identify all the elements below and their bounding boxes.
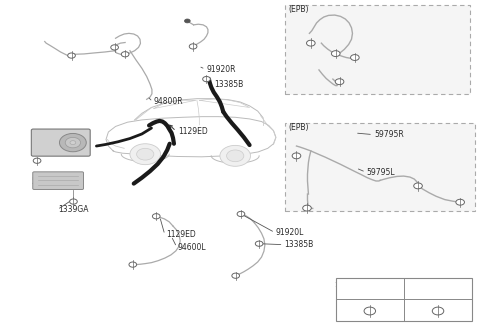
- Circle shape: [255, 241, 263, 246]
- Circle shape: [414, 183, 422, 189]
- Circle shape: [364, 307, 375, 315]
- Circle shape: [456, 199, 465, 205]
- Circle shape: [60, 133, 86, 152]
- FancyBboxPatch shape: [336, 278, 472, 321]
- Text: 1123GV: 1123GV: [334, 282, 362, 289]
- Circle shape: [189, 44, 197, 49]
- Text: 58910B: 58910B: [31, 142, 60, 151]
- Circle shape: [184, 19, 190, 23]
- Circle shape: [129, 262, 137, 267]
- FancyBboxPatch shape: [33, 172, 84, 190]
- Circle shape: [121, 51, 129, 57]
- Circle shape: [65, 137, 81, 148]
- Text: (EPB): (EPB): [288, 123, 309, 132]
- FancyBboxPatch shape: [31, 129, 90, 156]
- Text: 59795R: 59795R: [374, 130, 404, 139]
- FancyBboxPatch shape: [286, 5, 470, 94]
- Circle shape: [307, 40, 315, 46]
- Circle shape: [33, 158, 41, 163]
- Text: 58960: 58960: [31, 177, 56, 186]
- Text: 1129ED: 1129ED: [166, 230, 195, 239]
- Text: (EPB): (EPB): [288, 5, 309, 14]
- Circle shape: [111, 45, 119, 50]
- Circle shape: [68, 53, 75, 58]
- Circle shape: [203, 76, 210, 82]
- Text: 1339GA: 1339GA: [58, 205, 89, 214]
- Text: 94600L: 94600L: [178, 243, 206, 252]
- Circle shape: [153, 214, 160, 219]
- Circle shape: [303, 205, 312, 211]
- FancyBboxPatch shape: [286, 123, 475, 211]
- Text: 13385B: 13385B: [215, 80, 244, 90]
- Circle shape: [227, 150, 244, 162]
- Circle shape: [335, 79, 344, 85]
- Text: 11250A: 11250A: [391, 282, 418, 289]
- Circle shape: [331, 51, 340, 56]
- Circle shape: [137, 148, 154, 160]
- Circle shape: [70, 199, 77, 204]
- Text: 1129ED: 1129ED: [178, 127, 207, 136]
- Circle shape: [130, 144, 160, 165]
- Text: 91920L: 91920L: [276, 228, 304, 237]
- Circle shape: [432, 307, 444, 315]
- Text: 91920R: 91920R: [206, 65, 236, 74]
- Text: 94800R: 94800R: [154, 97, 183, 107]
- Circle shape: [350, 54, 359, 60]
- Circle shape: [70, 141, 76, 145]
- Circle shape: [237, 211, 245, 216]
- Circle shape: [232, 273, 240, 278]
- Text: 13385B: 13385B: [285, 240, 314, 249]
- Circle shape: [292, 153, 301, 159]
- Text: 59795L: 59795L: [367, 168, 396, 177]
- Circle shape: [220, 145, 251, 166]
